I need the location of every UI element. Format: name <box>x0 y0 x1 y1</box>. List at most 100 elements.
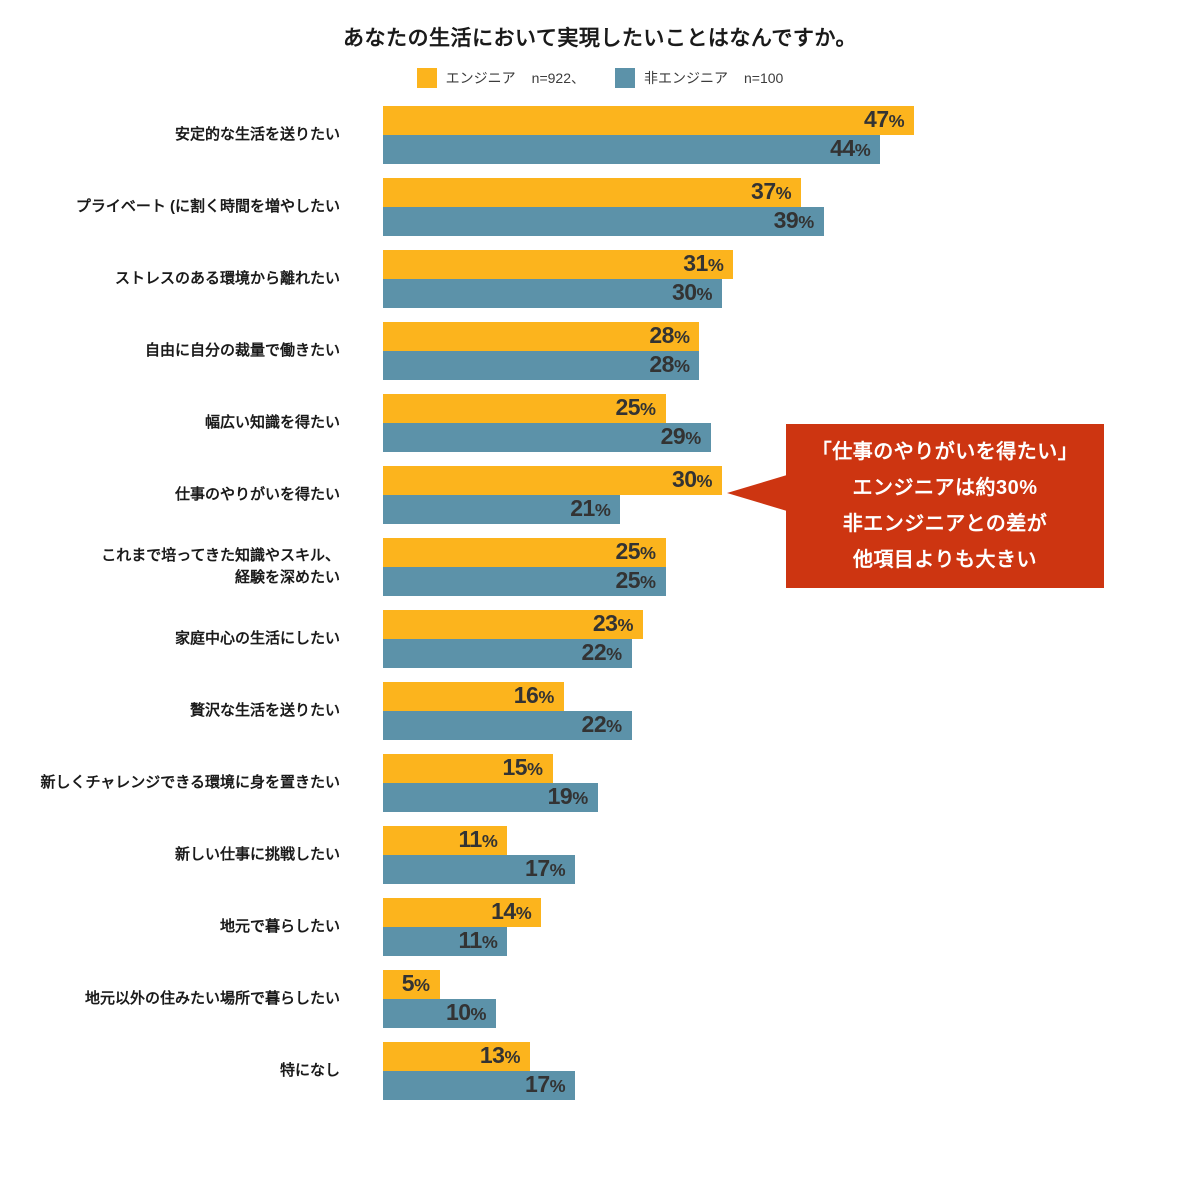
legend-n-engineer: n=922、 <box>531 70 585 86</box>
category-label: 仕事のやりがいを得たい <box>174 485 340 503</box>
chart-row: 新しくチャレンジできる環境に身を置きたい 15% 19% <box>0 754 1200 812</box>
category-label: 贅沢な生活を送りたい <box>189 701 340 719</box>
value-label: 28% <box>649 351 690 377</box>
legend-n-non-engineer: n=100 <box>744 70 784 86</box>
category-label: 新しい仕事に挑戦したい <box>174 845 340 863</box>
bar-non-engineer: 28% <box>383 351 700 380</box>
value-label: 37% <box>751 178 792 204</box>
bar-non-engineer: 11% <box>383 927 508 956</box>
bar-group: 16% 22% <box>383 682 632 740</box>
value-label: 13% <box>479 1042 521 1068</box>
category-label: 幅広い知識を得たい <box>204 413 340 431</box>
value-label: 5% <box>401 970 430 996</box>
bar-engineer: 13% <box>383 1042 530 1071</box>
bar-group: 31% 30% <box>383 250 734 308</box>
legend-item-non-engineer: 非エンジニア n=100 <box>615 68 783 88</box>
bar-non-engineer: 19% <box>383 783 598 812</box>
value-label: 23% <box>592 610 634 636</box>
value-label: 11% <box>458 826 498 852</box>
chart-title: あなたの生活において実現したいことはなんですか。 <box>343 27 857 50</box>
value-label: 31% <box>683 250 724 276</box>
chart-row: 安定的な生活を送りたい 47% 44% <box>0 106 1200 164</box>
value-label: 25% <box>615 394 656 420</box>
chart-row: 自由に自分の裁量で働きたい 28% 28% <box>0 322 1200 380</box>
category-label: 新しくチャレンジできる環境に身を置きたい <box>40 773 340 791</box>
chart-row: 贅沢な生活を送りたい 16% 22% <box>0 682 1200 740</box>
bar-engineer: 23% <box>383 610 643 639</box>
bar-engineer: 15% <box>383 754 553 783</box>
callout-line: 非エンジニアとの差が <box>842 513 1048 535</box>
chart-row: 家庭中心の生活にしたい 23% 22% <box>0 610 1200 668</box>
bar-engineer: 5% <box>383 970 440 999</box>
bar-group: 23% 22% <box>383 610 643 668</box>
chart-row: プライベート (に割く時間を増やしたい 37% 39% <box>0 178 1200 236</box>
bar-group: 25% 25% <box>383 538 666 596</box>
value-label: 16% <box>513 682 555 708</box>
category-label: 家庭中心の生活にしたい <box>174 629 340 647</box>
bar-group: 47% 44% <box>383 106 915 164</box>
bar-non-engineer: 22% <box>383 711 632 740</box>
bar-group: 15% 19% <box>383 754 598 812</box>
bar-group: 28% 28% <box>383 322 700 380</box>
category-label: プライベート (に割く時間を増やしたい <box>75 197 340 215</box>
bar-engineer: 28% <box>383 322 700 351</box>
value-label: 47% <box>864 106 905 132</box>
chart-row: 仕事のやりがいを得たい 30% 21% <box>0 466 1200 524</box>
value-label: 15% <box>502 754 543 780</box>
bar-non-engineer: 17% <box>383 855 576 884</box>
value-label: 11% <box>458 927 498 953</box>
value-label: 25% <box>615 538 656 564</box>
legend-label-engineer: エンジニア <box>445 70 516 86</box>
bar-group: 25% 29% <box>383 394 711 452</box>
bar-engineer: 47% <box>383 106 915 135</box>
chart-row: 幅広い知識を得たい 25% 29% <box>0 394 1200 452</box>
bar-engineer: 31% <box>383 250 734 279</box>
chart-row: ストレスのある環境から離れたい 31% 30% <box>0 250 1200 308</box>
bar-group: 14% 11% <box>383 898 542 956</box>
bar-engineer: 14% <box>383 898 542 927</box>
legend: エンジニア n=922、 非エンジニア n=100 <box>0 68 1200 88</box>
legend-label-non-engineer: 非エンジニア <box>644 70 728 86</box>
chart-row: 地元以外の住みたい場所で暮らしたい 5% 10% <box>0 970 1200 1028</box>
value-label: 25% <box>615 567 656 593</box>
bar-engineer: 25% <box>383 538 666 567</box>
chart-row: これまで培ってきた知識やスキル、 経験を深めたい 25% 25% <box>0 538 1200 596</box>
value-label: 22% <box>581 639 623 665</box>
bar-non-engineer: 44% <box>383 135 881 164</box>
legend-item-engineer: エンジニア n=922、 <box>416 68 585 88</box>
value-label: 29% <box>660 423 702 449</box>
category-label: 地元で暮らしたい <box>219 917 340 935</box>
bar-engineer: 16% <box>383 682 564 711</box>
bar-group: 37% 39% <box>383 178 824 236</box>
chart-row: 特になし 13% 17% <box>0 1042 1200 1100</box>
value-label: 28% <box>649 322 690 348</box>
legend-swatch-engineer-icon <box>416 68 437 88</box>
bar-group: 5% 10% <box>383 970 496 1028</box>
bar-group: 30% 21% <box>383 466 722 524</box>
chart-rows: 安定的な生活を送りたい 47% 44% プライベート (に割く時間を増やしたい 37% 3… <box>0 106 1200 1114</box>
bar-group: 13% 17% <box>383 1042 576 1100</box>
category-label: 特になし <box>279 1061 340 1079</box>
value-label: 14% <box>491 898 532 924</box>
value-label: 30% <box>671 279 713 305</box>
legend-swatch-non-engineer-icon <box>615 68 635 88</box>
bar-non-engineer: 22% <box>383 639 632 668</box>
callout-line: 他項目よりも大きい <box>852 549 1038 571</box>
bar-non-engineer: 25% <box>383 567 666 596</box>
bar-engineer: 25% <box>383 394 666 423</box>
value-label: 30% <box>671 466 713 492</box>
bar-non-engineer: 10% <box>383 999 496 1028</box>
value-label: 22% <box>581 711 623 737</box>
bar-non-engineer: 21% <box>383 495 621 524</box>
bar-non-engineer: 29% <box>383 423 711 452</box>
bar-non-engineer: 39% <box>383 207 824 236</box>
bar-non-engineer: 17% <box>383 1071 576 1100</box>
value-label: 10% <box>445 999 487 1025</box>
value-label: 19% <box>547 783 589 809</box>
chart-row: 地元で暮らしたい 14% 11% <box>0 898 1200 956</box>
category-label: 安定的な生活を送りたい <box>174 125 340 143</box>
chart-row: 新しい仕事に挑戦したい 11% 17% <box>0 826 1200 884</box>
category-label: これまで培ってきた知識やスキル、 経験を深めたい <box>101 546 340 587</box>
callout-arrow-icon <box>727 475 787 511</box>
